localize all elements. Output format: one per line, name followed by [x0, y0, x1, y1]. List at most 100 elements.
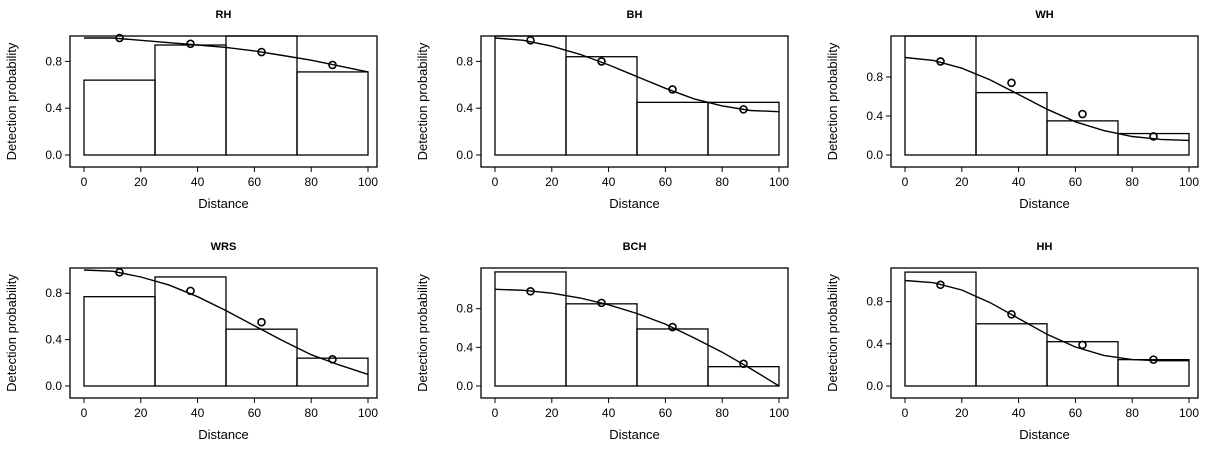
y-tick-label: 0.0 [45, 148, 62, 162]
y-tick-label: 0.4 [456, 340, 473, 354]
data-point [115, 268, 124, 277]
x-tick-label: 60 [659, 175, 673, 189]
x-tick-label: 0 [492, 175, 499, 189]
y-axis-label: Detection probability [825, 274, 840, 392]
y-tick-label: 0.8 [45, 54, 62, 68]
fitted-curve [84, 37, 369, 73]
y-tick-label: 0.8 [45, 286, 62, 300]
y-axis-label: Detection probability [825, 42, 840, 160]
x-tick-label: 40 [1012, 175, 1026, 189]
data-point [597, 298, 606, 308]
x-axis-label: Distance [609, 196, 660, 211]
y-tick-label: 0.8 [456, 54, 473, 68]
y-tick-label: 0.0 [866, 148, 883, 162]
data-point [186, 39, 195, 49]
fitted-curve [904, 279, 1189, 362]
x-tick-label: 80 [305, 406, 319, 420]
y-tick-label: 0.4 [45, 333, 62, 347]
histogram-bar [975, 91, 1048, 156]
x-tick-label: 80 [1126, 175, 1140, 189]
panel-hh: HH 0 20 40 60 80 100 0.0 0.4 0.8 Distance Detection… [825, 241, 1199, 442]
y-tick-label: 0.0 [456, 379, 473, 393]
data-point [668, 85, 677, 94]
y-tick-label: 0.0 [456, 148, 473, 162]
y-tick-label: 0.8 [866, 295, 883, 309]
data-point [526, 286, 535, 296]
x-tick-label: 20 [545, 175, 559, 189]
fitted-curve [494, 288, 780, 387]
data-point [328, 60, 337, 70]
panel-title: BH [627, 9, 643, 21]
x-tick-label: 60 [248, 406, 262, 420]
y-tick-label: 0.4 [866, 109, 883, 123]
x-tick-label: 100 [769, 175, 789, 189]
y-tick-label: 0.0 [866, 379, 883, 393]
x-tick-label: 80 [305, 175, 319, 189]
histogram-bar [225, 328, 298, 387]
y-axis-label: Detection probability [415, 274, 430, 392]
data-point [936, 57, 945, 66]
data-point [1078, 109, 1087, 119]
y-axis-label: Detection probability [415, 42, 430, 160]
data-point [1007, 309, 1016, 319]
histogram-bar [296, 357, 369, 387]
x-tick-label: 20 [955, 175, 969, 189]
x-tick-label: 40 [602, 175, 616, 189]
x-tick-label: 0 [902, 406, 909, 420]
data-point [739, 105, 748, 114]
panel-title: RH [216, 9, 232, 21]
x-axis-label: Distance [198, 196, 249, 211]
y-tick-label: 0.4 [866, 337, 883, 351]
data-point [1078, 340, 1087, 350]
plot-frame [480, 267, 789, 399]
x-axis-label: Distance [1019, 427, 1070, 442]
histogram-bar [494, 35, 567, 156]
data-point [186, 286, 195, 296]
x-tick-label: 0 [81, 406, 88, 420]
x-tick-label: 80 [1126, 406, 1140, 420]
plot-frame [890, 267, 1199, 399]
y-tick-label: 0.4 [456, 101, 473, 115]
panel-rh: RH 0 20 40 60 80 100 0.0 0.4 0.8 Distance Detection… [4, 9, 378, 211]
histogram-bar [225, 35, 298, 156]
histogram-bar [707, 101, 780, 156]
x-tick-label: 40 [1012, 406, 1026, 420]
y-axis-label: Detection probability [4, 42, 19, 160]
panel-wh: WH 0 20 40 60 80 100 0.0 0.4 0.8 Distance Detection… [825, 9, 1199, 211]
data-point [1007, 78, 1016, 88]
plot-frame [890, 35, 1199, 168]
x-axis-label: Distance [1019, 196, 1070, 211]
data-point [1149, 355, 1158, 364]
data-point [257, 317, 266, 327]
histogram-bar [707, 366, 780, 387]
x-tick-label: 40 [602, 406, 616, 420]
x-tick-label: 20 [955, 406, 969, 420]
plot-frame [480, 35, 789, 168]
histogram-bar [1046, 120, 1119, 156]
x-tick-label: 20 [134, 175, 148, 189]
histogram-bar [636, 328, 709, 387]
histogram-bar [1117, 132, 1190, 156]
x-tick-label: 0 [492, 406, 499, 420]
x-tick-label: 60 [1069, 406, 1083, 420]
data-point [328, 355, 337, 364]
panel-bch: BCH 0 20 40 60 80 100 0.0 0.4 0.8 Distance Detectio… [415, 241, 789, 442]
panel-wrs: WRS 0 20 40 60 80 100 0.0 0.4 0.8 Distance Detectio… [4, 241, 378, 442]
x-tick-label: 60 [659, 406, 673, 420]
x-tick-label: 60 [248, 175, 262, 189]
x-tick-label: 100 [769, 406, 789, 420]
x-tick-label: 20 [134, 406, 148, 420]
plot-frame [69, 35, 378, 168]
histogram-bar [296, 71, 369, 156]
histogram-bar [636, 101, 709, 156]
data-point [257, 47, 266, 57]
histogram-bar [904, 35, 977, 156]
data-point [936, 280, 945, 290]
panel-title: HH [1037, 241, 1053, 253]
y-tick-label: 0.0 [45, 379, 62, 393]
histogram-bar [975, 323, 1048, 387]
plot-frame [69, 267, 378, 399]
histogram-bar [565, 303, 638, 387]
